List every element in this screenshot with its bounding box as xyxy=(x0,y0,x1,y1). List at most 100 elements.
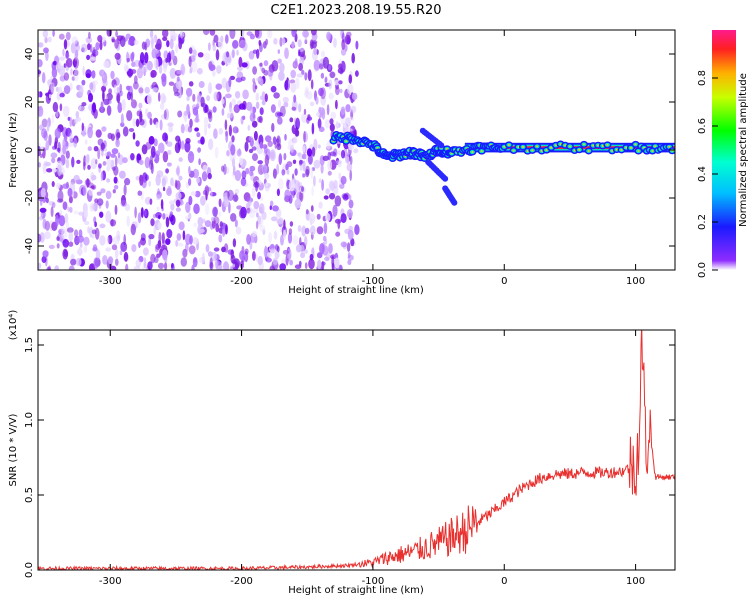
noise-blob xyxy=(261,91,266,101)
noise-blob xyxy=(64,213,69,224)
signal-blob xyxy=(606,143,609,146)
colorbar: 0.0 0.2 0.4 0.6 0.8 Normalized spectral ampl… xyxy=(697,30,749,278)
noise-blob xyxy=(100,142,106,150)
spectrogram-y-label: Frequency (Hz) xyxy=(8,112,19,188)
noise-blob xyxy=(106,236,110,245)
noise-blob xyxy=(172,32,178,38)
noise-blob xyxy=(306,148,313,157)
noise-blob xyxy=(344,228,351,234)
noise-blob xyxy=(161,73,167,83)
noise-blob xyxy=(51,157,56,164)
noise-blob xyxy=(257,191,261,200)
noise-blob xyxy=(106,158,112,167)
noise-blob xyxy=(326,104,330,116)
noise-blob xyxy=(81,122,85,132)
noise-blob xyxy=(119,170,126,179)
noise-blob xyxy=(206,109,213,115)
signal-blob xyxy=(512,149,515,152)
noise-blob xyxy=(291,30,296,38)
noise-blob xyxy=(120,199,127,207)
noise-blob xyxy=(135,175,140,181)
noise-blob xyxy=(57,61,62,70)
signal-blob xyxy=(573,149,576,152)
noise-blob xyxy=(111,38,115,43)
noise-blob xyxy=(292,235,299,246)
noise-blob xyxy=(146,60,153,71)
noise-blob xyxy=(140,207,144,218)
noise-blob xyxy=(271,122,275,133)
noise-blob xyxy=(328,243,333,254)
noise-blob xyxy=(94,221,97,228)
noise-blob xyxy=(280,234,284,246)
noise-blob xyxy=(262,228,266,235)
noise-blob xyxy=(99,39,103,51)
noise-blob xyxy=(265,182,269,187)
noise-blob xyxy=(163,109,167,120)
noise-blob xyxy=(110,70,115,80)
noise-blob xyxy=(311,248,314,255)
noise-blob xyxy=(252,81,257,93)
noise-blob xyxy=(38,262,42,269)
noise-blob xyxy=(215,49,220,61)
noise-blob xyxy=(87,226,90,234)
noise-blob xyxy=(203,52,211,61)
noise-blob xyxy=(275,138,280,144)
noise-blob xyxy=(273,92,280,99)
noise-blob xyxy=(81,79,86,86)
noise-blob xyxy=(288,138,295,148)
noise-blob xyxy=(133,81,139,90)
noise-blob xyxy=(274,250,280,260)
noise-blob xyxy=(68,195,73,204)
noise-blob xyxy=(318,126,325,133)
noise-blob xyxy=(165,238,171,246)
noise-blob xyxy=(107,234,113,245)
noise-blob xyxy=(66,227,74,233)
noise-blob xyxy=(351,92,358,100)
noise-blob xyxy=(302,160,306,172)
noise-blob xyxy=(278,178,284,190)
noise-blob xyxy=(106,30,113,37)
noise-blob xyxy=(288,179,296,192)
noise-blob xyxy=(253,130,258,141)
noise-blob xyxy=(41,255,47,264)
noise-blob xyxy=(127,39,131,45)
noise-blob xyxy=(78,104,82,111)
noise-blob xyxy=(173,91,180,97)
noise-blob xyxy=(293,180,301,192)
noise-blob xyxy=(307,153,313,165)
noise-blob xyxy=(116,95,119,102)
noise-blob xyxy=(221,98,225,105)
noise-blob xyxy=(201,252,205,263)
noise-blob xyxy=(73,69,79,82)
noise-blob xyxy=(100,188,106,194)
noise-blob xyxy=(126,57,131,63)
noise-blob xyxy=(120,113,124,125)
noise-blob xyxy=(111,166,116,171)
noise-blob xyxy=(304,35,308,44)
noise-blob xyxy=(322,155,329,161)
noise-blob xyxy=(263,60,269,67)
signal-blob xyxy=(545,149,548,152)
noise-blob xyxy=(86,54,91,61)
x-tick-label: 100 xyxy=(626,576,645,587)
noise-blob xyxy=(177,138,182,150)
noise-blob xyxy=(111,148,119,155)
y-tick-label: 0.0 xyxy=(24,562,35,578)
noise-blob xyxy=(318,178,322,184)
noise-blob xyxy=(119,35,126,48)
x-tick-label: -300 xyxy=(99,576,122,587)
noise-blob xyxy=(204,124,208,136)
noise-blob xyxy=(320,72,325,79)
noise-blob xyxy=(241,62,248,68)
signal-blob xyxy=(536,145,539,148)
signal-blob xyxy=(620,148,623,151)
noise-blob xyxy=(227,249,234,255)
noise-blob xyxy=(209,257,213,269)
noise-blob xyxy=(329,123,335,132)
noise-blob xyxy=(42,250,49,258)
noise-blob xyxy=(151,48,157,59)
noise-blob xyxy=(95,159,98,165)
noise-blob xyxy=(345,104,351,113)
noise-blob xyxy=(93,146,99,152)
signal-blob xyxy=(668,145,671,148)
